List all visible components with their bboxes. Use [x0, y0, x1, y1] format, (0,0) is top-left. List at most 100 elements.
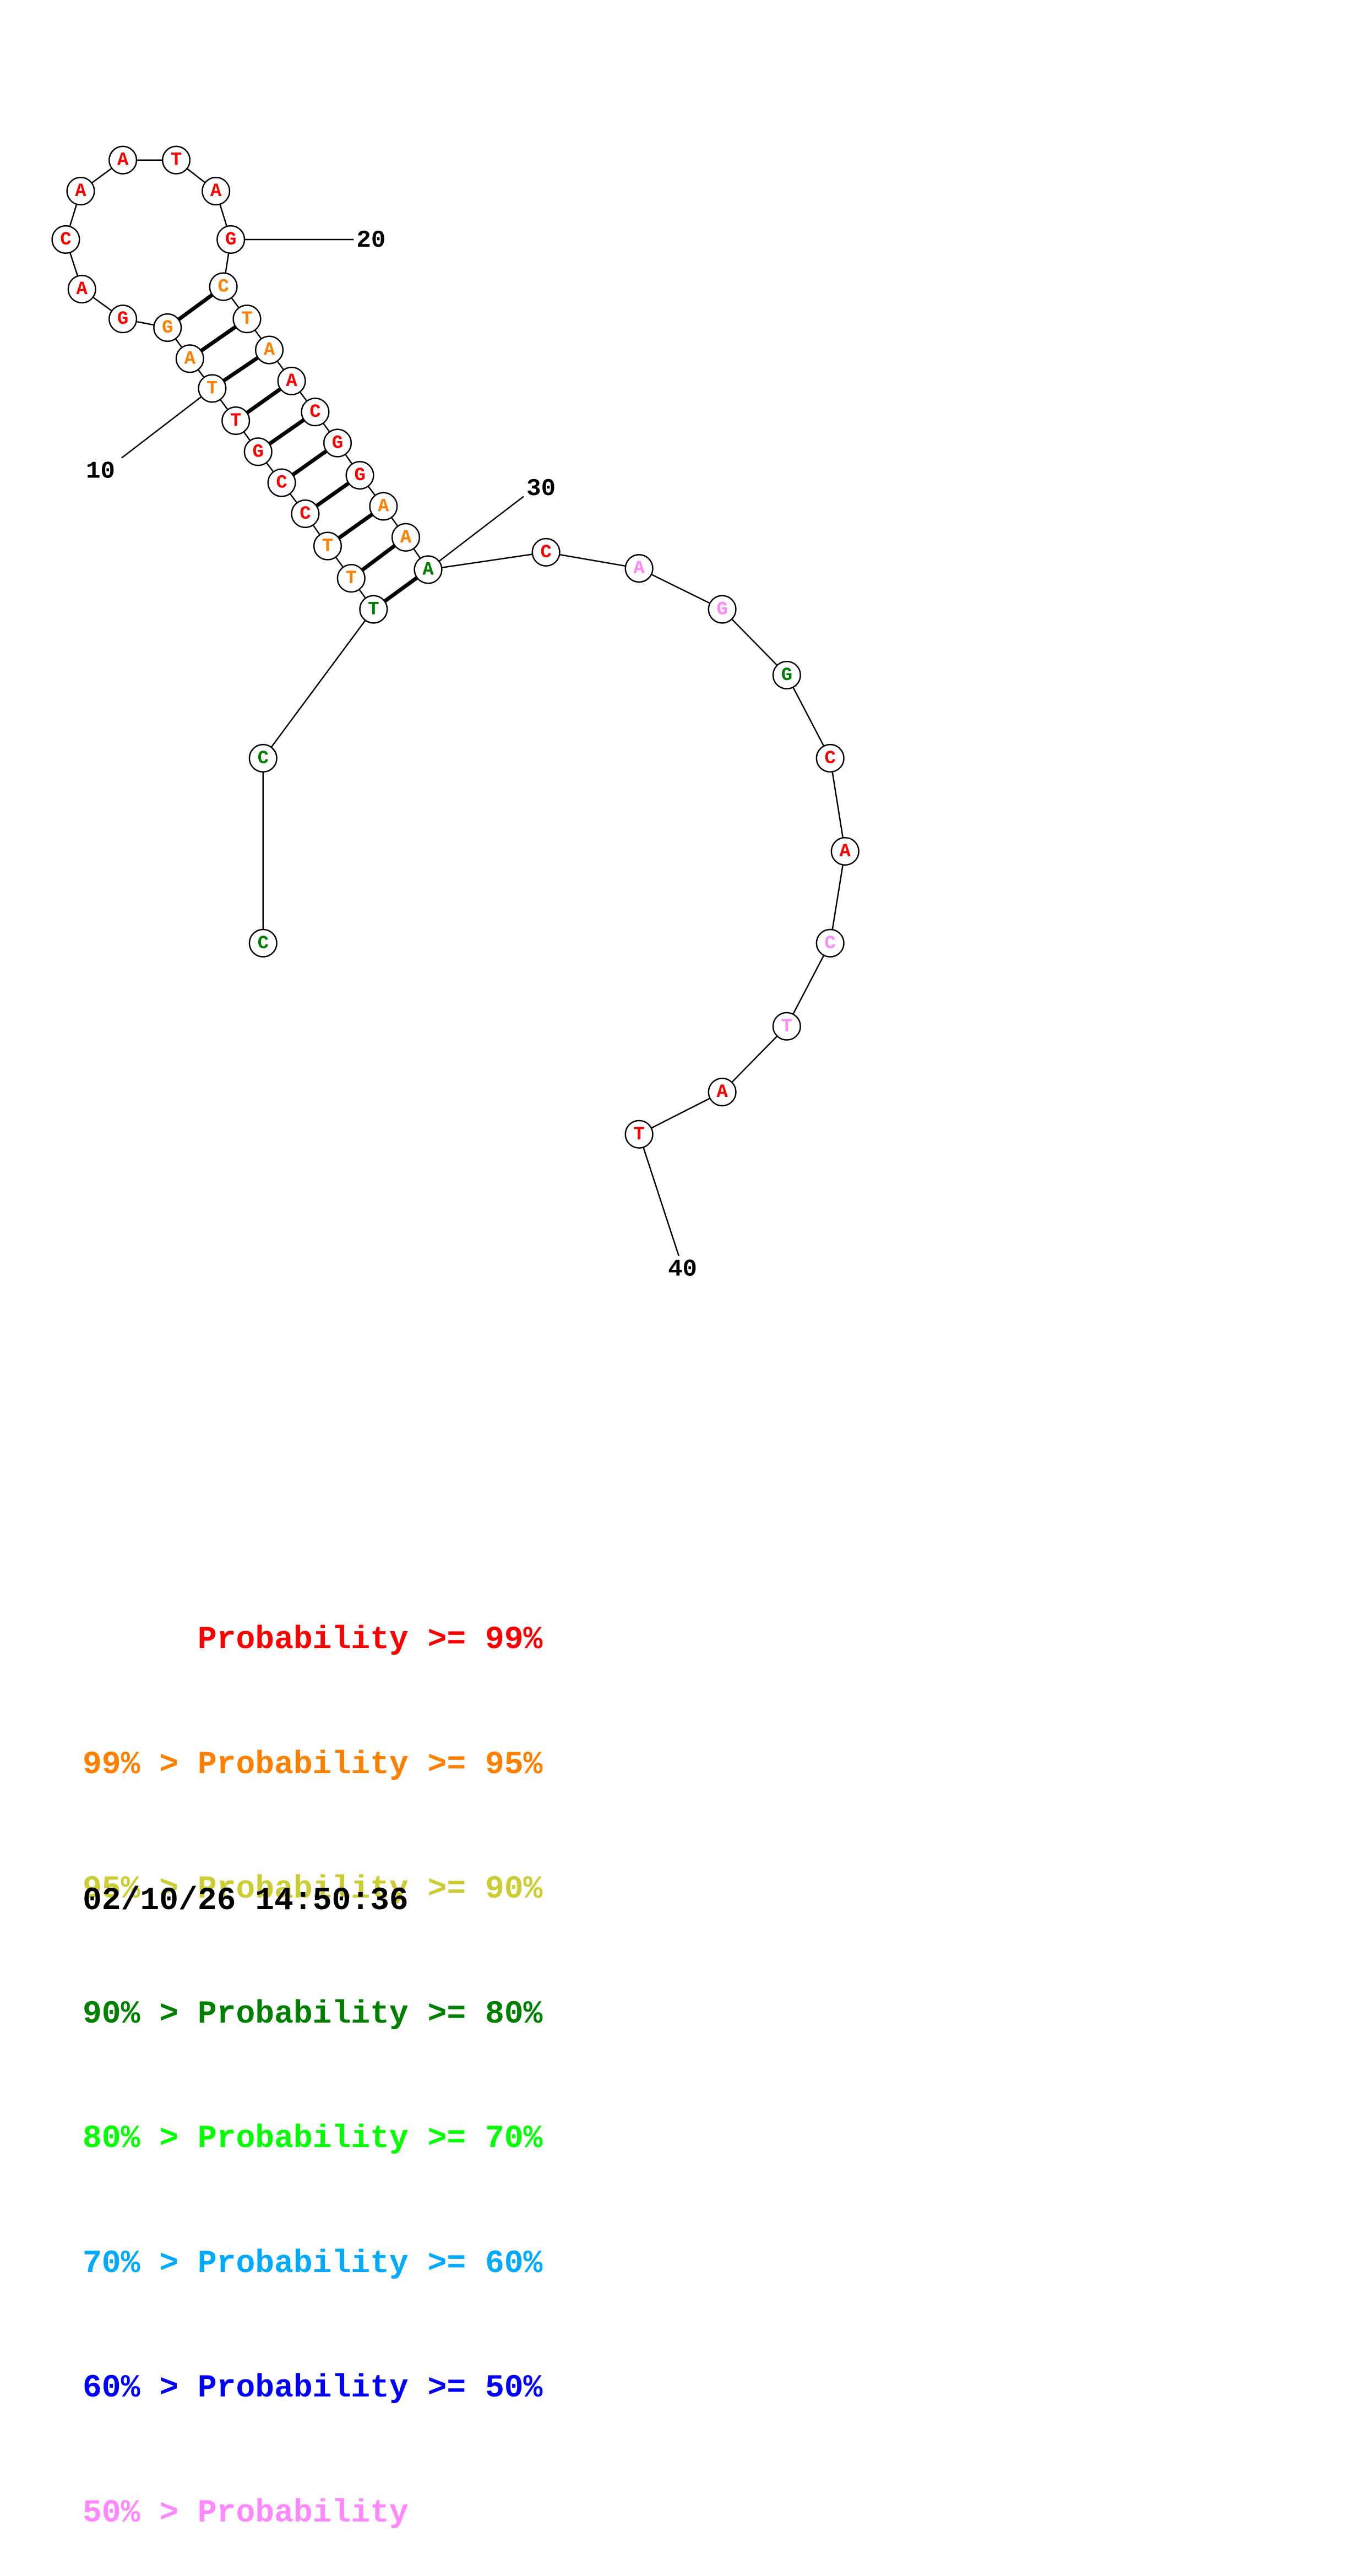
- nucleotide-circle: [301, 398, 330, 427]
- nucleotide-circle: [202, 177, 231, 206]
- backbone-segment: [786, 943, 831, 1027]
- nucleotide-circle: [108, 145, 138, 175]
- legend-left: 95% >: [83, 1872, 179, 1907]
- nucleotide-base: T: [368, 600, 379, 621]
- base-pair-bonds: [166, 285, 429, 611]
- nucleotide-base: C: [540, 542, 551, 563]
- nucleotide-31: C: [531, 537, 561, 567]
- legend-row: 90% > Probability >= 80%: [83, 1994, 542, 2036]
- nucleotide-circle: [153, 313, 182, 343]
- nucleotide-circle: [369, 492, 398, 521]
- legend-row: Probability >= 99%: [83, 1619, 543, 1661]
- nucleotide-circle: [336, 564, 366, 593]
- nucleotide-base: T: [633, 1124, 644, 1145]
- legend-right: >= 95%: [427, 1747, 543, 1783]
- nucleotide-circle: [175, 344, 204, 373]
- nucleotide-21: C: [209, 272, 238, 301]
- nucleotide-34: G: [772, 660, 801, 690]
- nucleotide-4: T: [336, 564, 366, 593]
- nucleotide-18: T: [161, 145, 191, 175]
- nucleotide-26: G: [323, 428, 352, 458]
- nucleotide-5: T: [313, 531, 342, 561]
- nucleotide-circle: [66, 177, 95, 206]
- position-label-line: [121, 388, 213, 459]
- nucleotide-base: C: [217, 277, 229, 298]
- nucleotide-7: C: [267, 468, 296, 497]
- nucleotide-base: G: [781, 665, 792, 686]
- position-label-line: [638, 1134, 679, 1257]
- legend-right: >= 50%: [427, 2371, 543, 2406]
- nucleotide-base: A: [422, 559, 434, 580]
- nucleotide-circle: [161, 145, 191, 175]
- nucleotide-base: G: [253, 442, 264, 463]
- nucleotide-30: A: [414, 555, 443, 584]
- nucleotide-14: A: [67, 275, 96, 304]
- nucleotide-circle: [323, 428, 352, 458]
- backbone-segment: [721, 1025, 787, 1093]
- nucleotide-base: G: [117, 309, 128, 330]
- nucleotide-base: A: [633, 558, 645, 579]
- nucleotide-base: C: [824, 933, 835, 954]
- nucleotide-circle: [248, 743, 278, 773]
- nucleotide-base: A: [716, 1082, 728, 1103]
- nucleotide-circle: [291, 499, 320, 529]
- legend-left: 90% >: [83, 1996, 179, 2032]
- position-label-10: 10: [86, 458, 115, 485]
- nucleotide-23: A: [254, 335, 284, 365]
- nucleotide-circle: [108, 305, 138, 334]
- nucleotide-circle: [830, 836, 860, 866]
- nucleotide-base: T: [241, 309, 252, 330]
- legend-right: >= 90%: [427, 1872, 543, 1907]
- nucleotide-15: C: [51, 225, 80, 254]
- nucleotide-17: A: [108, 145, 138, 175]
- nucleotide-circle: [313, 531, 342, 561]
- nucleotide-28: A: [369, 492, 398, 521]
- nucleotide-38: T: [772, 1012, 801, 1041]
- probability-legend: Probability >= 99% 99% > Probability >= …: [83, 1536, 542, 2576]
- nucleotide-22: T: [232, 305, 262, 334]
- nucleotide-base: C: [258, 933, 269, 954]
- nucleotide-base: G: [716, 600, 727, 621]
- legend-right: >= 99%: [427, 1622, 543, 1658]
- nucleotide-circle: [414, 555, 443, 584]
- nucleotide-base: T: [781, 1017, 792, 1037]
- nucleotide-base: T: [230, 411, 241, 432]
- legend-right: >= 70%: [427, 2121, 543, 2157]
- backbone-segment: [546, 551, 639, 569]
- nucleotide-circle: [624, 554, 654, 583]
- nucleotide-base: A: [210, 181, 222, 202]
- legend-row: 99% > Probability >= 95%: [83, 1744, 542, 1786]
- backbone-segment: [639, 1091, 723, 1135]
- nucleotide-base: C: [276, 473, 287, 494]
- nucleotide-circle: [345, 461, 374, 490]
- legend-row: 50% > Probability: [83, 2493, 542, 2535]
- nucleotide-base: A: [77, 279, 88, 300]
- nucleotide-circle: [267, 468, 296, 497]
- nucleotide-base: T: [206, 378, 217, 399]
- legend-row: 95% > Probability >= 90%: [83, 1869, 542, 1911]
- nucleotide-circle: [209, 272, 238, 301]
- nucleotide-24: A: [277, 366, 306, 395]
- nucleotide-33: G: [708, 595, 737, 624]
- legend-left: 70% >: [83, 2246, 179, 2282]
- legend-left: 60% >: [83, 2371, 179, 2406]
- nucleotide-13: G: [108, 305, 138, 334]
- backbone-segment: [829, 851, 846, 943]
- nucleotide-16: A: [66, 177, 95, 206]
- position-label-lines: [121, 238, 679, 1257]
- nucleotide-base: T: [171, 150, 182, 171]
- legend-right: >= 60%: [427, 2246, 543, 2282]
- legend-mid: Probability: [197, 2495, 409, 2531]
- legend-mid: Probability: [197, 1872, 409, 1907]
- nucleotide-11: A: [175, 344, 204, 373]
- nucleotide-circle: [708, 595, 737, 624]
- nucleotide-circle: [216, 225, 246, 254]
- legend-row: 80% > Probability >= 70%: [83, 2118, 542, 2160]
- nucleotide-20: G: [216, 225, 246, 254]
- legend-mid: Probability: [197, 2121, 409, 2157]
- nucleotide-base: A: [378, 496, 389, 517]
- nucleotide-40: T: [624, 1119, 654, 1149]
- backbone-segment: [786, 675, 831, 759]
